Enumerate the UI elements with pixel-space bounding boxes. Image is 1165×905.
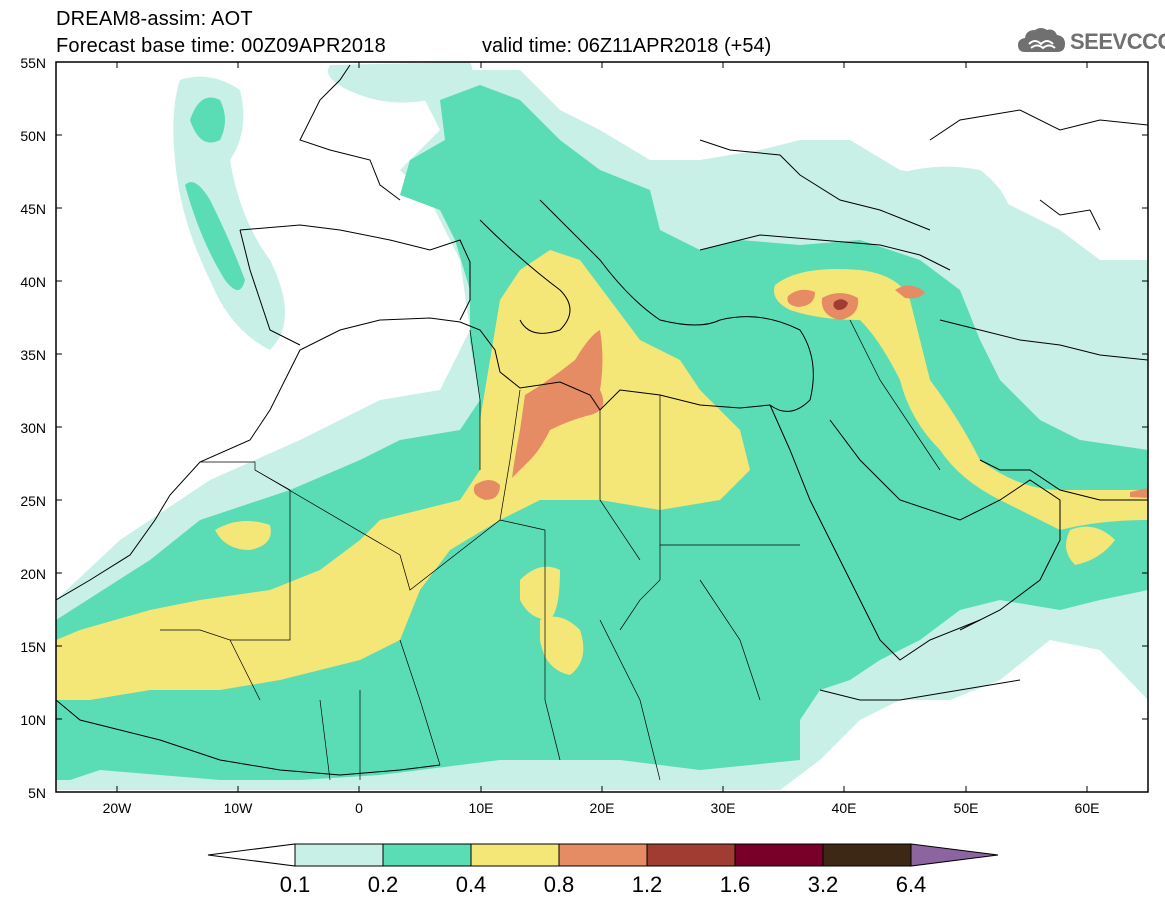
axis-ticks [56,61,1148,792]
lon-label: 0 [355,800,363,816]
colorbar-bin [558,843,648,867]
colorbar-label: 3.2 [807,872,839,897]
lat-label: 35N [20,347,46,363]
colorbar-label: 6.4 [895,872,927,897]
lon-label: 40E [831,800,857,816]
lat-label: 5N [28,785,46,801]
colorbar-label: 1.6 [719,872,751,897]
lat-label: 55N [20,55,46,71]
lat-label: 50N [20,128,46,144]
country-borders [160,319,941,781]
lon-label: 10W [223,800,253,816]
aot-field [56,62,1148,790]
colorbar-bin [646,843,736,867]
lat-label: 30N [20,420,46,436]
coastlines [56,64,1148,776]
lon-label: 50E [953,800,979,816]
colorbar-label: 0.4 [455,872,487,897]
lat-label: 40N [20,274,46,290]
lon-label: 60E [1074,800,1100,816]
lat-label: 10N [20,712,46,728]
lat-label: 15N [20,639,46,655]
colorbar-label: 0.1 [279,872,311,897]
colorbar-upper-arrow [910,843,999,867]
lon-label: 30E [710,800,736,816]
colorbar [207,843,999,867]
colorbar-label: 0.8 [543,872,575,897]
lon-label: 20E [589,800,615,816]
map-title: DREAM8-assim: AOT [56,8,253,30]
colorbar-label: 0.2 [367,872,399,897]
cloud-icon [1018,28,1065,52]
colorbar-bin [294,843,384,867]
colorbar-bin [822,843,912,867]
lat-label: 25N [20,493,46,509]
forecast-base-time: Forecast base time: 00Z09APR2018 [56,35,386,57]
logo-text: SEEVCCC [1070,29,1165,54]
colorbar-bin [470,843,560,867]
lat-label: 20N [20,566,46,582]
colorbar-label: 1.2 [631,872,663,897]
valid-time: valid time: 06Z11APR2018 (+54) [482,35,772,57]
aot-level-1-2 [833,299,848,310]
aot-level-0-8 [473,285,1148,500]
seevccc-logo: SEEVCCC [1017,24,1165,58]
colorbar-bin [734,843,824,867]
colorbar-bin [382,843,472,867]
lon-label: 10E [468,800,494,816]
lon-label: 20W [102,800,132,816]
lat-label: 45N [20,201,46,217]
colorbar-lower-arrow [207,843,296,867]
